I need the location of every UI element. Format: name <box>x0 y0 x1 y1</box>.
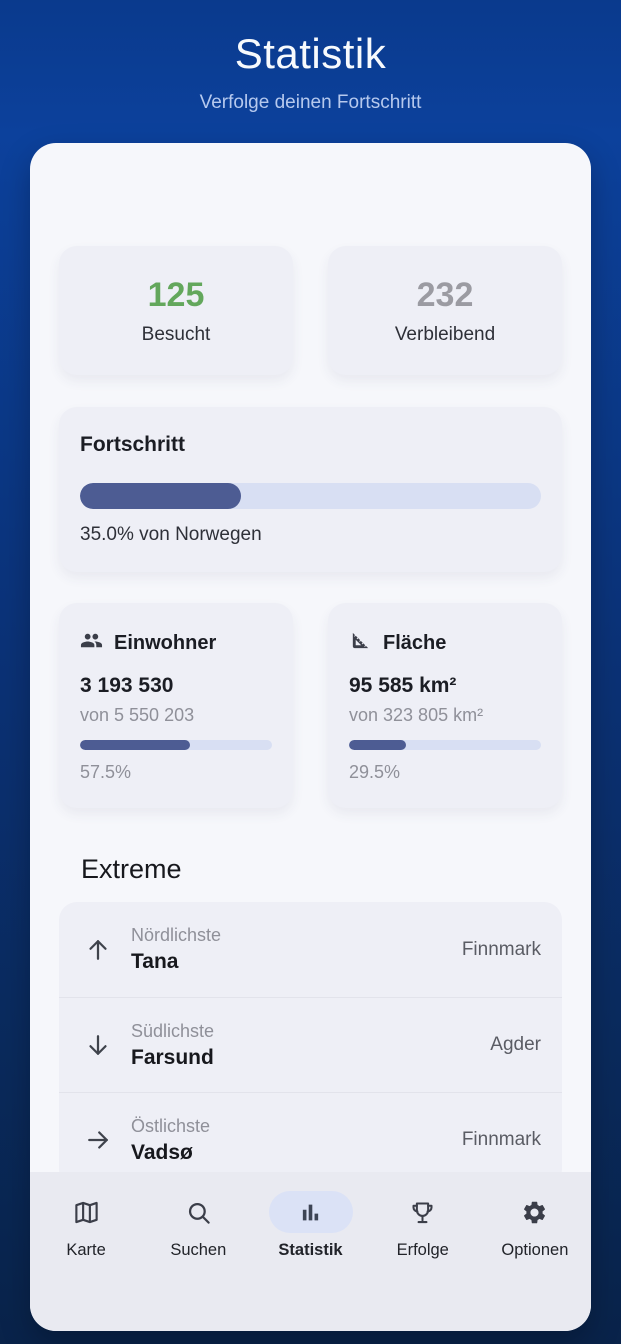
page-title: Statistik <box>234 30 387 77</box>
extreme-label: Südlichste <box>131 1020 215 1041</box>
tab-karte[interactable]: Karte <box>30 1191 142 1331</box>
population-total: von 5 550 203 <box>80 705 195 725</box>
header: Statistik Verfolge deinen Fortschritt <box>0 0 621 114</box>
tab-optionen[interactable]: Optionen <box>479 1191 591 1331</box>
extremes-heading: Extreme <box>81 854 182 884</box>
progress-caption: 35.0% von Norwegen <box>80 524 262 545</box>
remaining-label: Verbleibend <box>394 323 496 345</box>
tab-suchen[interactable]: Suchen <box>142 1191 254 1331</box>
tab-label: Optionen <box>501 1241 569 1259</box>
list-item-easternmost[interactable]: Östlichste Vadsø Finnmark <box>59 1092 562 1187</box>
area-bar-fill <box>349 740 406 750</box>
population-bar-fill <box>80 740 191 750</box>
content-card: 125 Besucht 232 Verbleibend Fortschritt … <box>30 143 591 1331</box>
trophy-icon <box>412 1201 433 1223</box>
remaining-count: 232 <box>416 275 474 314</box>
bar-chart-icon <box>302 1204 319 1220</box>
area-percent: 29.5% <box>349 762 401 782</box>
extreme-region: Finnmark <box>461 1129 541 1150</box>
metric-cards: Einwohner 3 193 530 von 5 550 203 57.5% … <box>59 603 562 808</box>
map-icon <box>74 1201 98 1223</box>
tab-erfolge[interactable]: Erfolge <box>367 1191 479 1331</box>
arrow-right-icon <box>88 1131 108 1149</box>
progress-bar-fill <box>80 483 242 509</box>
population-card: Einwohner 3 193 530 von 5 550 203 57.5% <box>59 603 293 808</box>
tab-label: Karte <box>66 1241 106 1259</box>
page-subtitle: Verfolge deinen Fortschritt <box>199 92 422 113</box>
extreme-value: Vadsø <box>131 1140 193 1164</box>
area-title: Fläche <box>383 631 447 654</box>
remaining-card: 232 Verbleibend <box>328 246 562 375</box>
extreme-region: Finnmark <box>461 938 541 960</box>
gear-icon <box>524 1201 546 1223</box>
arrow-down-icon <box>89 1035 107 1055</box>
progress-card: Fortschritt 35.0% von Norwegen <box>59 407 562 572</box>
extreme-label: Östlichste <box>131 1115 211 1136</box>
extremes-list: Nördlichste Tana Finnmark Südlichste Far… <box>59 902 562 1187</box>
area-card: Fläche 95 585 km² von 323 805 km² 29.5% <box>328 603 562 808</box>
tab-label: Erfolge <box>396 1241 449 1259</box>
tab-bar: Karte Suchen Statistik Erfolge Optionen <box>30 1172 591 1331</box>
extreme-value: Tana <box>131 950 179 973</box>
area-value: 95 585 km² <box>349 674 457 697</box>
population-percent: 57.5% <box>80 762 132 782</box>
population-value: 3 193 530 <box>80 674 174 697</box>
area-total: von 323 805 km² <box>349 705 484 725</box>
visited-count: 125 <box>147 275 205 314</box>
list-item-northernmost[interactable]: Nördlichste Tana Finnmark <box>59 902 562 997</box>
visited-label: Besucht <box>141 323 211 345</box>
extreme-value: Farsund <box>131 1045 214 1069</box>
active-tab-pill <box>268 1191 353 1233</box>
ruler-icon <box>349 629 372 657</box>
people-icon <box>80 629 103 657</box>
population-title: Einwohner <box>114 631 217 654</box>
tab-label: Suchen <box>170 1241 227 1259</box>
area-bar <box>349 740 541 750</box>
visited-card: 125 Besucht <box>59 246 293 375</box>
progress-title: Fortschritt <box>80 433 185 456</box>
extreme-region: Agder <box>490 1034 541 1055</box>
search-icon <box>188 1202 210 1224</box>
list-item-southernmost[interactable]: Südlichste Farsund Agder <box>59 997 562 1092</box>
arrow-up-icon <box>89 939 107 960</box>
progress-bar <box>80 483 541 509</box>
tab-label: Statistik <box>278 1241 343 1259</box>
tab-statistik[interactable]: Statistik <box>254 1191 366 1331</box>
population-bar <box>80 740 272 750</box>
extreme-label: Nördlichste <box>131 925 222 945</box>
summary-tiles: 125 Besucht 232 Verbleibend <box>59 246 562 375</box>
